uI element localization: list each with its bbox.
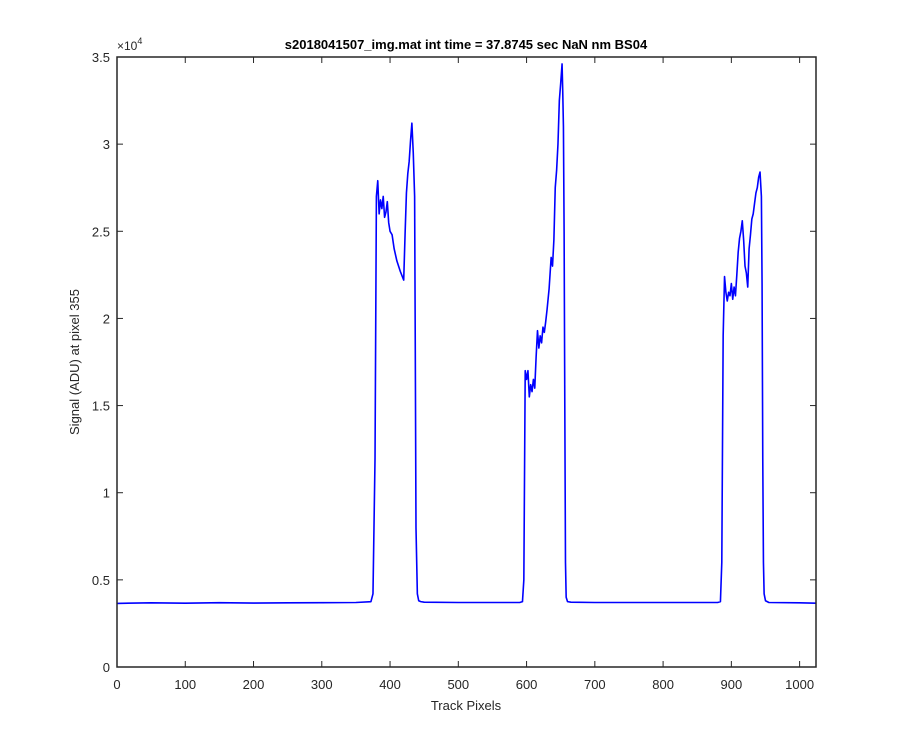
y-exponent-power: 4	[137, 36, 142, 46]
svg-text:×104: ×104	[117, 36, 142, 53]
x-tick-label: 1000	[785, 677, 814, 692]
y-axis: 0 0.5 1 1.5 2 2.5 3 3.5	[92, 50, 816, 675]
y-tick-label: 3.5	[92, 50, 110, 65]
chart-title: s2018041507_img.mat int time = 37.8745 s…	[285, 37, 648, 52]
y-axis-label: Signal (ADU) at pixel 355	[67, 289, 82, 435]
data-series	[116, 63, 817, 605]
x-tick-label: 0	[113, 677, 120, 692]
x-axis-label: Track Pixels	[431, 698, 502, 713]
y-exponent-label: ×104	[117, 36, 142, 53]
y-exponent-base: ×10	[117, 39, 138, 53]
x-tick-label: 200	[243, 677, 265, 692]
y-tick-label: 1	[103, 486, 110, 501]
x-tick-label: 300	[311, 677, 333, 692]
x-tick-label: 900	[721, 677, 743, 692]
x-tick-label: 700	[584, 677, 606, 692]
x-tick-label: 800	[652, 677, 674, 692]
y-tick-label: 2.5	[92, 224, 110, 239]
x-axis: 0 100 200 300 400 500 600 700 800 900 1000	[113, 57, 814, 692]
y-tick-label: 1.5	[92, 399, 110, 414]
y-tick-label: 0	[103, 660, 110, 675]
x-tick-label: 400	[379, 677, 401, 692]
x-tick-label: 100	[174, 677, 196, 692]
y-tick-label: 3	[103, 137, 110, 152]
series-line-1	[116, 63, 817, 605]
plot-area	[117, 57, 816, 667]
axes-box	[116, 56, 817, 668]
x-tick-label: 500	[447, 677, 469, 692]
x-tick-label: 600	[516, 677, 538, 692]
y-tick-label: 2	[103, 311, 110, 326]
y-tick-label: 0.5	[92, 573, 110, 588]
